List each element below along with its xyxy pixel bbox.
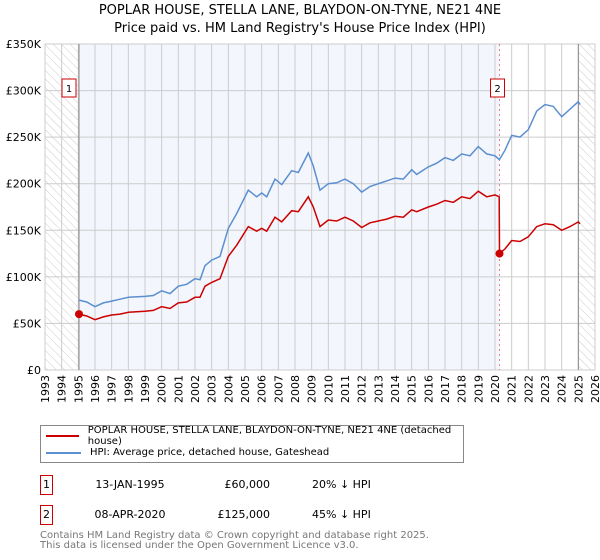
- legend-item-hpi: HPI: Average price, detached house, Gate…: [46, 444, 329, 461]
- x-tick-label: 2025: [572, 375, 585, 403]
- x-tick-label: 2026: [589, 375, 600, 403]
- x-tick-label: 2022: [522, 375, 535, 403]
- annotation-label: 2: [494, 84, 500, 95]
- x-tick-label: 2006: [256, 375, 269, 403]
- sale-price: £125,000: [217, 508, 271, 521]
- sale-price: £60,000: [224, 478, 271, 491]
- legend-label: POPLAR HOUSE, STELLA LANE, BLAYDON-ON-TY…: [87, 424, 452, 447]
- sale-marker: 2: [40, 505, 53, 525]
- x-tick-label: 2010: [322, 375, 335, 403]
- x-tick-label: 2005: [239, 375, 252, 403]
- x-tick-label: 1993: [39, 375, 52, 403]
- x-tick-label: 2020: [489, 375, 502, 403]
- x-tick-label: 2018: [456, 375, 469, 403]
- sale-date: 08-APR-2020: [94, 508, 166, 521]
- footer: Contains HM Land Registry data © Crown c…: [40, 531, 429, 551]
- annotation-box-2: [490, 78, 505, 98]
- x-tick-label: 2021: [506, 375, 519, 403]
- x-tick-label: 2019: [472, 375, 485, 403]
- y-tick-label: £200K: [6, 178, 42, 191]
- x-tick-label: 2000: [156, 375, 169, 403]
- sale-row-1: 1 13-JAN-1995 £60,000 20% ↓ HPI: [40, 475, 440, 495]
- sale-marker: 1: [40, 475, 53, 495]
- sale-point-2: [495, 249, 504, 258]
- x-tick-label: 2023: [539, 375, 552, 403]
- x-tick-label: 2024: [556, 375, 569, 403]
- x-tick-label: 2009: [306, 375, 319, 403]
- x-tick-label: 2007: [272, 375, 285, 403]
- legend-swatch-blue: [46, 451, 81, 454]
- footer-line: Contains HM Land Registry data © Crown c…: [40, 530, 429, 541]
- ownership-period-shade: [79, 44, 500, 370]
- plot-area: 1993 1994 1995 1996 1997 1998 1999 2000 2001 2002…: [6, 38, 600, 403]
- y-tick-label: £0: [27, 364, 41, 377]
- y-tick-label: £100K: [6, 271, 42, 284]
- x-tick-label: 1995: [72, 375, 85, 403]
- x-tick-label: 2011: [339, 375, 352, 403]
- y-tick-label: £350K: [6, 38, 42, 51]
- x-tick-label: 2015: [406, 375, 419, 403]
- title: POPLAR HOUSE, STELLA LANE, BLAYDON-ON-TY…: [98, 3, 502, 18]
- x-tick-label: 1996: [89, 375, 102, 403]
- sale-hpi: 45% ↓ HPI: [312, 508, 371, 521]
- x-tick-label: 1998: [122, 375, 135, 403]
- annotation-box-1: [61, 78, 77, 98]
- legend-swatch-red: [46, 434, 79, 437]
- subtitle: Price paid vs. HM Land Registry's House …: [114, 21, 486, 36]
- x-tick-label: 2001: [172, 375, 185, 403]
- legend-item-property: POPLAR HOUSE, STELLA LANE, BLAYDON-ON-TY…: [46, 424, 463, 447]
- hatched-region-after: [578, 44, 595, 370]
- x-tick-label: 2008: [289, 375, 302, 403]
- x-tick-label: 2003: [206, 375, 219, 403]
- annotation-label: 1: [66, 84, 72, 95]
- sale-point-1: [75, 310, 83, 319]
- x-tick-label: 1999: [139, 375, 152, 403]
- x-tick-label: 1994: [56, 375, 69, 403]
- y-tick-label: £50K: [13, 317, 42, 330]
- y-tick-label: £250K: [6, 131, 42, 144]
- footer-line: This data is licensed under the Open Gov…: [40, 540, 359, 551]
- sale-hpi: 20% ↓ HPI: [312, 478, 371, 491]
- legend: POPLAR HOUSE, STELLA LANE, BLAYDON-ON-TY…: [40, 425, 464, 463]
- x-tick-label: 2013: [372, 375, 385, 403]
- plot-border: [44, 43, 596, 371]
- x-tick-label: 2016: [422, 375, 435, 403]
- y-tick-label: £150K: [6, 224, 42, 237]
- x-tick-label: 2014: [389, 375, 402, 403]
- x-tick-label: 1997: [106, 375, 119, 403]
- sale-date: 13-JAN-1995: [95, 478, 165, 491]
- chart-title: POPLAR HOUSE, STELLA LANE, BLAYDON-ON-TY…: [0, 2, 600, 38]
- sale-row-2: 2 08-APR-2020 £125,000 45% ↓ HPI: [40, 505, 440, 525]
- y-tick-label: £300K: [6, 85, 42, 98]
- x-tick-label: 2017: [439, 375, 452, 403]
- x-tick-label: 2012: [356, 375, 369, 403]
- x-tick-label: 2004: [222, 375, 235, 403]
- hpi-line: [78, 100, 581, 308]
- x-tick-label: 2002: [189, 375, 202, 403]
- legend-label: HPI: Average price, detached house, Gate…: [90, 447, 330, 458]
